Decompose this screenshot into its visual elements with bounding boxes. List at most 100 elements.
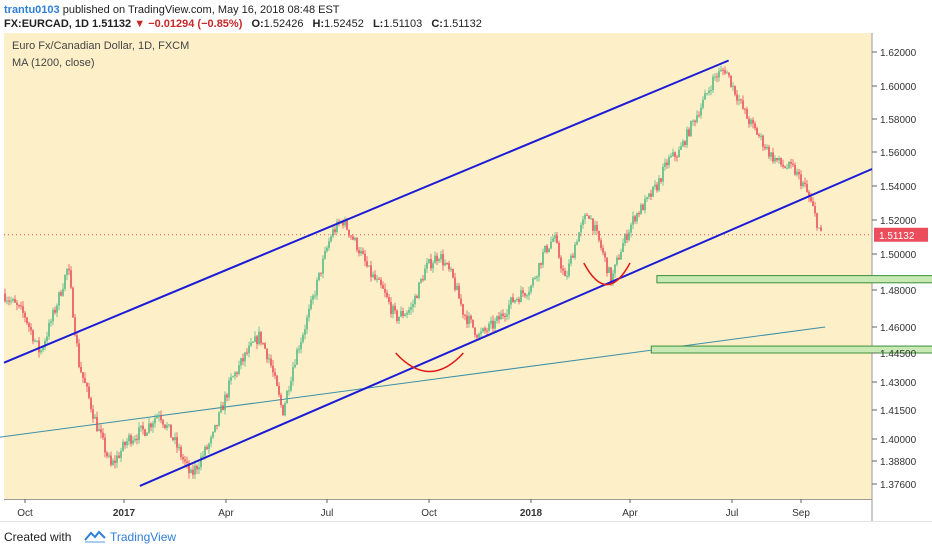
candle-up[interactable] bbox=[304, 329, 306, 335]
candle-up[interactable] bbox=[166, 425, 168, 428]
candle-down[interactable] bbox=[160, 415, 162, 421]
candle-up[interactable] bbox=[434, 255, 436, 264]
candle-up[interactable] bbox=[120, 450, 122, 458]
candle-down[interactable] bbox=[522, 290, 524, 294]
candle-down[interactable] bbox=[734, 85, 736, 95]
candle-up[interactable] bbox=[312, 295, 314, 300]
candle-down[interactable] bbox=[716, 76, 718, 78]
candle-up[interactable] bbox=[506, 314, 508, 317]
candle-down[interactable] bbox=[784, 166, 786, 168]
rounding-bottom-arc[interactable] bbox=[395, 352, 464, 373]
candle-up[interactable] bbox=[802, 182, 804, 187]
candle-up[interactable] bbox=[238, 365, 240, 374]
candle-up[interactable] bbox=[302, 334, 304, 342]
candle-down[interactable] bbox=[186, 461, 188, 463]
candle-up[interactable] bbox=[168, 424, 170, 426]
candle-down[interactable] bbox=[150, 423, 152, 428]
candle-up[interactable] bbox=[490, 320, 492, 324]
candle-up[interactable] bbox=[774, 157, 776, 162]
candle-down[interactable] bbox=[812, 201, 814, 207]
candle-up[interactable] bbox=[148, 423, 150, 433]
candle-up[interactable] bbox=[134, 438, 136, 441]
candle-up[interactable] bbox=[712, 76, 714, 91]
support-zone-box[interactable] bbox=[656, 275, 932, 284]
candle-down[interactable] bbox=[810, 197, 812, 202]
candle-down[interactable] bbox=[724, 70, 726, 74]
candle-up[interactable] bbox=[292, 367, 294, 382]
candle-up[interactable] bbox=[326, 247, 328, 251]
candle-up[interactable] bbox=[478, 333, 480, 338]
candle-up[interactable] bbox=[10, 300, 12, 302]
candle-down[interactable] bbox=[722, 69, 724, 71]
candle-up[interactable] bbox=[590, 218, 592, 220]
candle-down[interactable] bbox=[768, 146, 770, 157]
candle-up[interactable] bbox=[330, 236, 332, 242]
candle-up[interactable] bbox=[640, 204, 642, 215]
candle-down[interactable] bbox=[188, 462, 190, 474]
candle-down[interactable] bbox=[464, 314, 466, 316]
candle-up[interactable] bbox=[324, 250, 326, 259]
candle-down[interactable] bbox=[282, 404, 284, 416]
candle-up[interactable] bbox=[532, 278, 534, 286]
candle-down[interactable] bbox=[798, 171, 800, 175]
candle-down[interactable] bbox=[642, 204, 644, 211]
candle-down[interactable] bbox=[320, 272, 322, 274]
candle-up[interactable] bbox=[766, 146, 768, 149]
candle-up[interactable] bbox=[290, 381, 292, 391]
channel-lower-trendline[interactable] bbox=[139, 168, 873, 487]
candle-up[interactable] bbox=[654, 184, 656, 187]
candle-up[interactable] bbox=[128, 435, 130, 442]
candle-up[interactable] bbox=[268, 358, 270, 360]
candle-up[interactable] bbox=[582, 219, 584, 225]
candle-up[interactable] bbox=[310, 299, 312, 309]
candle-up[interactable] bbox=[480, 331, 482, 334]
candle-up[interactable] bbox=[670, 155, 672, 158]
candle-up[interactable] bbox=[46, 336, 48, 342]
candle-up[interactable] bbox=[662, 166, 664, 182]
candle-down[interactable] bbox=[454, 277, 456, 290]
candle-up[interactable] bbox=[50, 321, 52, 323]
candle-up[interactable] bbox=[210, 437, 212, 444]
candle-down[interactable] bbox=[256, 336, 258, 345]
candle-down[interactable] bbox=[370, 265, 372, 277]
candle-down[interactable] bbox=[676, 156, 678, 158]
candle-down[interactable] bbox=[84, 377, 86, 384]
candle-up[interactable] bbox=[760, 135, 762, 137]
candle-down[interactable] bbox=[598, 230, 600, 241]
candle-down[interactable] bbox=[388, 297, 390, 303]
candle-up[interactable] bbox=[198, 467, 200, 470]
candle-up[interactable] bbox=[360, 250, 362, 254]
candle-down[interactable] bbox=[180, 447, 182, 458]
candle-up[interactable] bbox=[244, 352, 246, 362]
candle-down[interactable] bbox=[460, 298, 462, 305]
candle-up[interactable] bbox=[632, 216, 634, 225]
candle-down[interactable] bbox=[334, 229, 336, 233]
candle-down[interactable] bbox=[22, 306, 24, 313]
candle-down[interactable] bbox=[596, 225, 598, 231]
candle-up[interactable] bbox=[720, 69, 722, 72]
candle-down[interactable] bbox=[754, 123, 756, 129]
candle-up[interactable] bbox=[702, 99, 704, 108]
channel-upper-trendline[interactable] bbox=[3, 59, 730, 364]
candle-down[interactable] bbox=[758, 134, 760, 137]
candle-up[interactable] bbox=[550, 241, 552, 249]
candle-down[interactable] bbox=[378, 278, 380, 280]
candle-up[interactable] bbox=[554, 235, 556, 239]
candle-down[interactable] bbox=[8, 300, 10, 302]
candle-down[interactable] bbox=[436, 255, 438, 261]
candle-down[interactable] bbox=[486, 330, 488, 332]
candle-up[interactable] bbox=[692, 120, 694, 122]
candle-down[interactable] bbox=[192, 469, 194, 475]
candle-up[interactable] bbox=[750, 119, 752, 125]
candle-down[interactable] bbox=[386, 292, 388, 298]
candle-down[interactable] bbox=[272, 365, 274, 373]
candle-up[interactable] bbox=[568, 263, 570, 276]
candle-up[interactable] bbox=[690, 121, 692, 136]
candle-up[interactable] bbox=[240, 358, 242, 366]
candle-up[interactable] bbox=[204, 446, 206, 456]
candle-down[interactable] bbox=[656, 184, 658, 191]
candle-up[interactable] bbox=[668, 157, 670, 166]
candle-down[interactable] bbox=[458, 285, 460, 299]
candle-down[interactable] bbox=[452, 269, 454, 278]
candle-down[interactable] bbox=[610, 267, 612, 284]
